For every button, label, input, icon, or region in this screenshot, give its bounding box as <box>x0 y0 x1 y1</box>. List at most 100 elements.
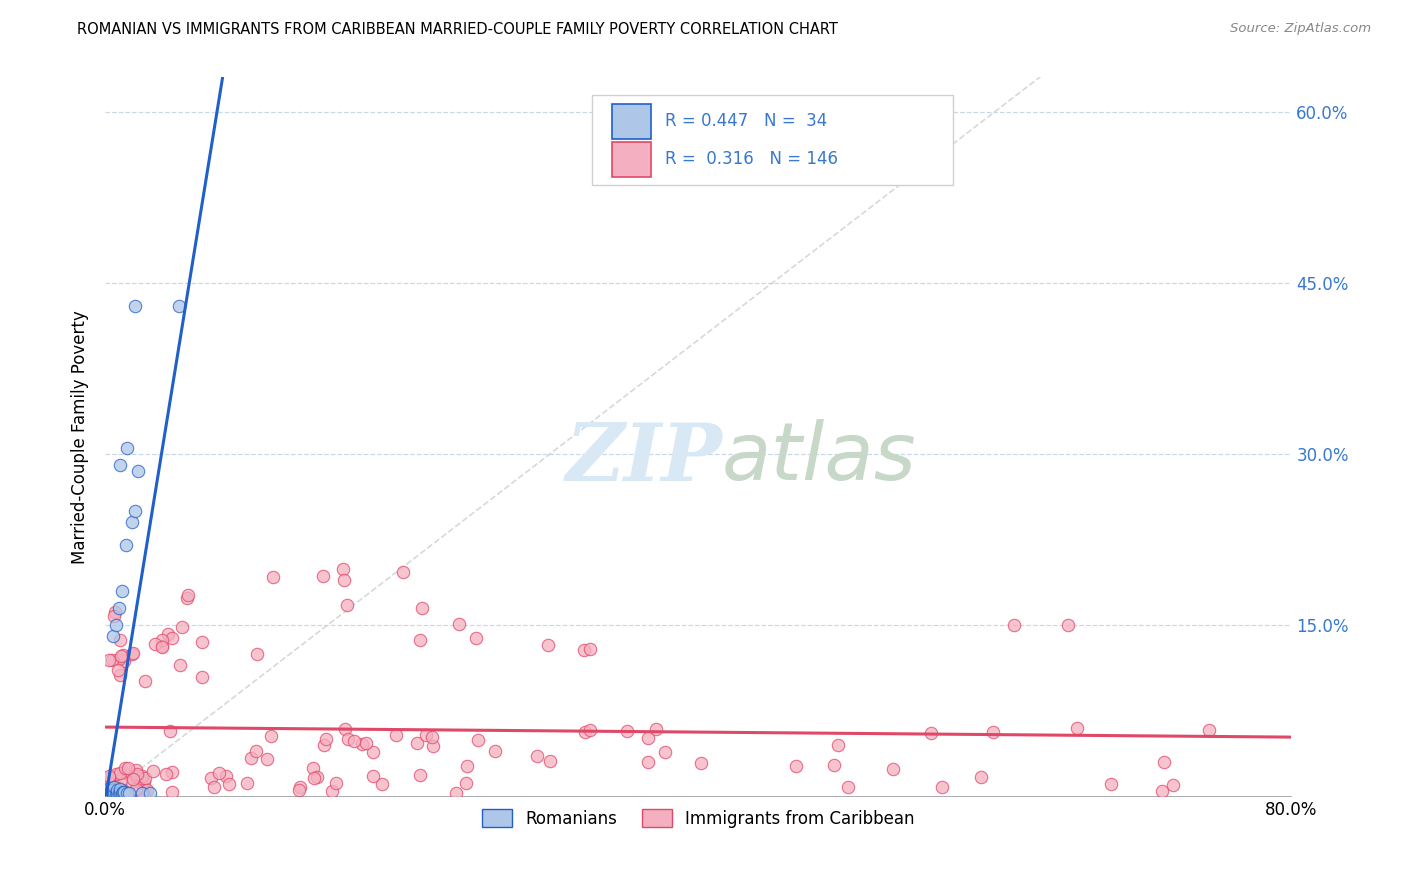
Point <box>117 441 139 455</box>
Point <box>304 771 326 785</box>
Bar <box>612 104 651 138</box>
Point <box>150 633 173 648</box>
Point <box>332 562 354 576</box>
Point <box>245 744 267 758</box>
Point <box>202 780 225 794</box>
Point <box>155 766 177 780</box>
Point <box>131 769 153 783</box>
Point <box>315 732 337 747</box>
Point <box>311 569 333 583</box>
Point <box>134 771 156 785</box>
Point <box>176 591 198 606</box>
Point <box>103 782 125 797</box>
Point <box>160 631 183 645</box>
Text: R = 0.447   N =  34: R = 0.447 N = 34 <box>665 112 827 130</box>
Point <box>97 653 120 667</box>
Point <box>105 767 128 781</box>
Point <box>422 730 444 744</box>
Point <box>122 646 145 660</box>
Point <box>637 731 659 746</box>
Point <box>637 755 659 769</box>
Point <box>110 583 132 598</box>
Point <box>449 617 471 632</box>
Point <box>97 768 120 782</box>
Point <box>218 777 240 791</box>
Point <box>124 504 146 518</box>
Point <box>823 757 845 772</box>
Point <box>200 771 222 785</box>
Point <box>572 642 595 657</box>
Point <box>125 772 148 787</box>
Point <box>104 786 127 800</box>
Point <box>101 783 124 797</box>
Point <box>100 783 122 797</box>
Point <box>100 787 122 801</box>
Point <box>1198 723 1220 738</box>
Point <box>101 787 124 801</box>
Point <box>411 601 433 615</box>
Point <box>371 777 394 791</box>
Point <box>110 648 132 663</box>
Point <box>333 573 356 587</box>
Point <box>1099 776 1122 790</box>
Point <box>361 769 384 783</box>
Point <box>208 765 231 780</box>
Point <box>97 787 120 801</box>
Point <box>169 299 191 313</box>
Point <box>156 627 179 641</box>
Point <box>108 652 131 666</box>
Point <box>131 786 153 800</box>
Point <box>169 658 191 673</box>
Point <box>100 786 122 800</box>
Point <box>574 725 596 739</box>
Point <box>645 722 668 736</box>
Point <box>1161 778 1184 792</box>
Point <box>160 764 183 779</box>
Text: Source: ZipAtlas.com: Source: ZipAtlas.com <box>1230 22 1371 36</box>
Point <box>97 774 120 789</box>
Point <box>150 640 173 654</box>
Point <box>111 783 134 797</box>
Point <box>108 784 131 798</box>
Point <box>236 776 259 790</box>
Point <box>538 754 561 768</box>
Point <box>103 608 125 623</box>
Point <box>132 774 155 789</box>
Point <box>136 783 159 797</box>
Point <box>456 758 478 772</box>
Point <box>107 663 129 677</box>
Point <box>689 756 711 771</box>
Point <box>110 773 132 788</box>
Point <box>246 647 269 661</box>
Point <box>321 784 343 798</box>
Point <box>98 781 121 796</box>
Point <box>392 566 415 580</box>
Point <box>110 786 132 800</box>
Point <box>127 767 149 781</box>
Point <box>454 776 477 790</box>
Point <box>827 738 849 752</box>
Text: ZIP: ZIP <box>565 419 723 497</box>
Point <box>1150 784 1173 798</box>
Point <box>256 752 278 766</box>
Point <box>118 786 141 800</box>
Point <box>333 722 356 736</box>
Point <box>98 771 121 785</box>
Point <box>104 778 127 792</box>
Point <box>170 619 193 633</box>
Point <box>415 728 437 742</box>
Point <box>114 761 136 775</box>
Point <box>98 775 121 789</box>
Point <box>108 766 131 780</box>
Point <box>484 744 506 758</box>
Point <box>121 516 143 530</box>
Point <box>101 629 124 643</box>
Point <box>579 723 602 737</box>
Point <box>654 745 676 759</box>
Point <box>350 737 373 751</box>
Point <box>260 729 283 743</box>
Point <box>837 780 859 794</box>
Point <box>125 763 148 777</box>
Point <box>107 786 129 800</box>
Point <box>124 768 146 782</box>
